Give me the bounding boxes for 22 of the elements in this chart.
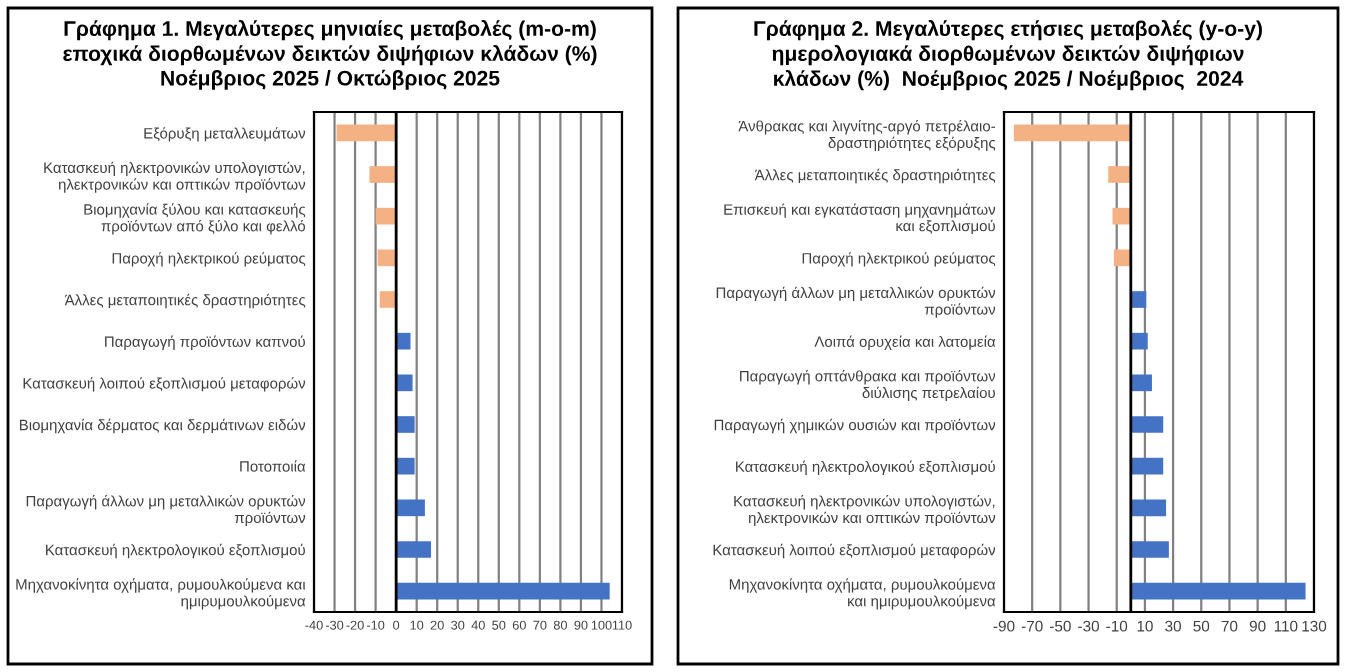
- bar: [1130, 374, 1152, 392]
- bar: [1130, 416, 1164, 433]
- bar: [1130, 499, 1167, 517]
- bar: [396, 457, 415, 475]
- bar: [1130, 291, 1147, 308]
- chart-title: Γράφημα 1. Μεγαλύτερες μηνιαίες μεταβολές (m-o-m) εποχικά διορθωμένων δεικτών διψήφιων κλάδων (%) Νοέμβριος 2025 / Οκτώβριος 2025: [63, 20, 597, 90]
- bar: [375, 207, 397, 225]
- bar: [396, 499, 425, 517]
- bar: [1130, 582, 1306, 600]
- bar: [1130, 332, 1148, 350]
- bar: [396, 541, 432, 558]
- bar: [396, 582, 610, 600]
- bar: [1130, 541, 1169, 558]
- bar: [1013, 124, 1131, 142]
- bar: [336, 124, 397, 142]
- bar: [369, 166, 397, 183]
- bar: [1108, 166, 1131, 183]
- bar: [396, 332, 411, 350]
- bar: [379, 291, 397, 308]
- chart-title: Γράφημα 2. Μεγαλύτερες ετήσιες μεταβολές (y-o-y) ημερολογιακά διορθωμένων δεικτών διψήφιων κλάδων (%) Νοέμβριος 2025 / Νοέμβριος 2024: [754, 20, 1262, 91]
- bar: [396, 416, 415, 433]
- bar: [1130, 457, 1164, 475]
